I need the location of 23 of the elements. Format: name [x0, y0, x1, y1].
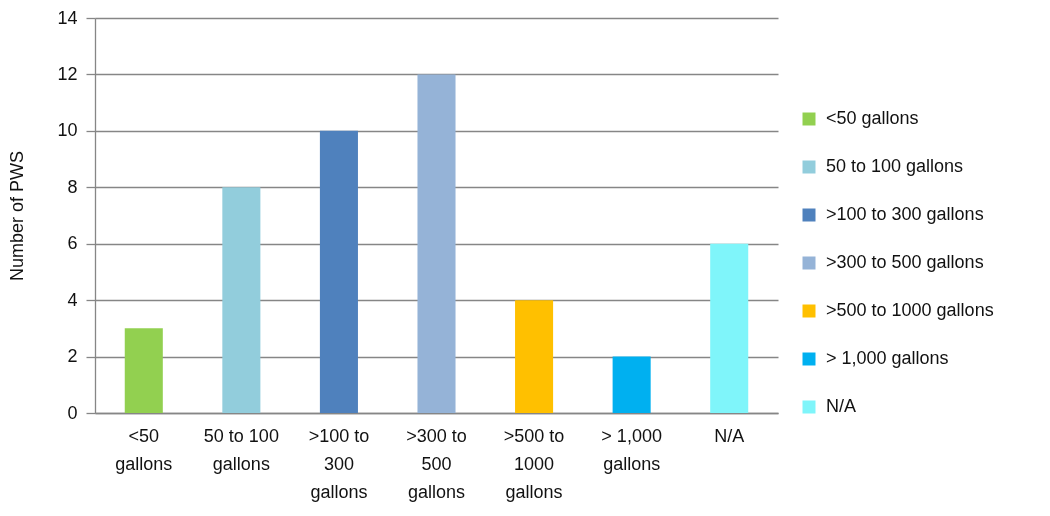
y-tick-label: 2 [67, 346, 78, 367]
legend-label: >300 to 500 gallons [826, 252, 984, 272]
x-tick-label: 50 to 100 gallons [203, 425, 279, 474]
y-tick-label: 10 [57, 120, 78, 141]
legend-label: N/A [826, 396, 857, 416]
legend-label: >500 to 1000 gallons [826, 300, 994, 320]
x-tick-label: >500 to 1000 gallons [503, 425, 565, 502]
legend-label: > 1,000 gallons [826, 348, 949, 368]
x-tick-label: <50 gallons [115, 425, 173, 474]
x-tick-label: > 1,000 gallons [601, 425, 662, 474]
y-axis-title: Number of PWS [7, 150, 28, 282]
legend-label: >100 to 300 gallons [826, 204, 984, 224]
y-tick-label: 6 [67, 233, 78, 254]
y-tick-label: 4 [67, 289, 78, 310]
x-tick-label: >300 to 500 gallons [406, 425, 467, 502]
x-tick-label: >100 to 300 gallons [308, 425, 370, 502]
y-tick-label: 12 [57, 63, 78, 84]
x-tick-label: N/A [714, 425, 745, 446]
legend-label: <50 gallons [826, 108, 919, 128]
y-tick-label: 8 [67, 176, 78, 197]
y-tick-label: 14 [57, 7, 78, 28]
legend-label: 50 to 100 gallons [826, 156, 964, 176]
y-tick-label: 0 [67, 402, 78, 423]
